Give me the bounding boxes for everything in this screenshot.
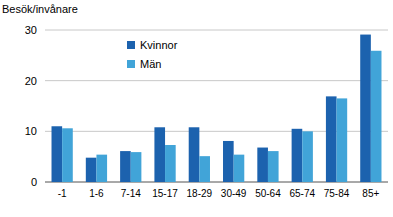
chart: 0 10 20 30 -1 1-6 7-14 15-17 18-29 30-49 50-64 65-7… <box>0 0 393 217</box>
y-tick-label: 0 <box>31 176 37 188</box>
bar <box>326 96 337 182</box>
y-axis-label: Besök/invånare <box>2 3 78 15</box>
bar <box>131 152 142 182</box>
bar <box>268 151 279 182</box>
bar <box>292 129 303 182</box>
bar <box>337 98 348 182</box>
x-tick-label: 1-6 <box>89 188 104 199</box>
bar <box>62 128 73 182</box>
bar <box>189 127 200 182</box>
grid-line <box>45 30 388 31</box>
bar <box>96 155 107 182</box>
x-tick-label: 75-84 <box>324 188 350 199</box>
bar <box>234 155 245 182</box>
y-tick-label: 20 <box>25 75 37 87</box>
bar <box>302 131 313 182</box>
bar <box>223 141 234 182</box>
bar <box>360 35 371 182</box>
legend-swatch <box>127 60 135 68</box>
bar <box>120 151 131 182</box>
x-tick-label: 7-14 <box>121 188 141 199</box>
x-tick-label: 18-29 <box>187 188 213 199</box>
bar <box>52 126 63 182</box>
y-tick-label: 30 <box>25 24 37 36</box>
bar <box>165 145 176 182</box>
x-tick-label: 85+ <box>362 188 379 199</box>
bars <box>52 35 382 182</box>
x-tick-label: 50-64 <box>255 188 281 199</box>
bar <box>371 51 382 182</box>
legend-swatch <box>127 41 135 49</box>
bar <box>86 158 97 182</box>
bar <box>257 148 268 182</box>
x-tick-label: -1 <box>58 188 67 199</box>
bar <box>154 127 165 182</box>
legend-label: Kvinnor <box>140 39 178 51</box>
x-tick-label: 65-74 <box>289 188 315 199</box>
legend-label: Män <box>140 58 161 70</box>
y-tick-label: 10 <box>25 125 37 137</box>
bar <box>199 156 210 182</box>
x-tick-label: 15-17 <box>152 188 178 199</box>
x-tick-label: 30-49 <box>221 188 247 199</box>
grid-line <box>45 80 388 81</box>
